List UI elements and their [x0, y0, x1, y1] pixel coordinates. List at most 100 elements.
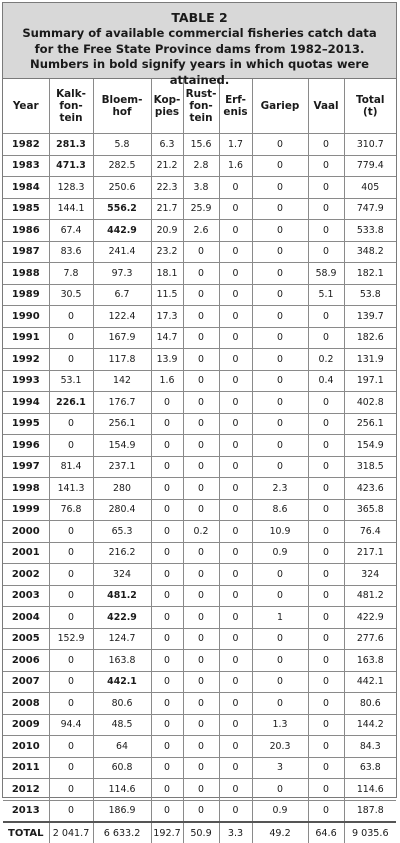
value-cell: 0 [308, 392, 344, 414]
value-cell: 30.5 [49, 284, 93, 306]
year-cell: 1990 [3, 306, 49, 328]
value-cell: 324 [93, 564, 151, 586]
value-cell: 8.6 [252, 499, 308, 521]
value-cell: 216.2 [93, 542, 151, 564]
value-cell: 0 [49, 564, 93, 586]
value-cell: 0 [151, 456, 183, 478]
value-cell: 0 [151, 478, 183, 500]
value-cell: 141.3 [49, 478, 93, 500]
value-cell: 182.1 [344, 263, 396, 285]
total-cell: 50.9 [183, 822, 219, 843]
value-cell: 280.4 [93, 499, 151, 521]
value-cell: 76.8 [49, 499, 93, 521]
value-cell: 0 [183, 650, 219, 672]
value-cell: 167.9 [93, 327, 151, 349]
value-cell: 0 [219, 800, 252, 822]
value-cell: 5.8 [93, 134, 151, 156]
value-cell: 1.3 [252, 714, 308, 736]
value-cell: 0 [183, 263, 219, 285]
value-cell: 0 [308, 198, 344, 220]
value-cell: 0 [49, 800, 93, 822]
value-cell: 442.1 [344, 671, 396, 693]
value-cell: 124.7 [93, 628, 151, 650]
value-cell: 0 [151, 392, 183, 414]
value-cell: 324 [344, 564, 396, 586]
value-cell: 0 [183, 370, 219, 392]
table-caption: TABLE 2 Summary of available commercial … [3, 3, 396, 79]
value-cell: 122.4 [93, 306, 151, 328]
value-cell: 10.9 [252, 521, 308, 543]
value-cell: 0 [219, 327, 252, 349]
value-cell: 97.3 [93, 263, 151, 285]
year-cell: 1982 [3, 134, 49, 156]
total-cell: 9 035.6 [344, 822, 396, 843]
value-cell: 64 [93, 736, 151, 758]
value-cell: 0 [308, 327, 344, 349]
value-cell: 0 [151, 671, 183, 693]
value-cell: 0 [219, 370, 252, 392]
value-cell: 117.8 [93, 349, 151, 371]
value-cell: 0 [183, 542, 219, 564]
value-cell: 0 [151, 435, 183, 457]
value-cell: 0 [151, 714, 183, 736]
value-cell: 83.6 [49, 241, 93, 263]
value-cell: 280 [93, 478, 151, 500]
value-cell: 0 [252, 564, 308, 586]
value-cell: 128.3 [49, 177, 93, 199]
value-cell: 0 [308, 800, 344, 822]
value-cell: 114.6 [93, 779, 151, 801]
value-cell: 348.2 [344, 241, 396, 263]
value-cell: 0 [219, 693, 252, 715]
value-cell: 0 [183, 435, 219, 457]
value-cell: 0 [49, 650, 93, 672]
value-cell: 187.8 [344, 800, 396, 822]
value-cell: 310.7 [344, 134, 396, 156]
year-cell: 1989 [3, 284, 49, 306]
value-cell: 471.3 [49, 155, 93, 177]
value-cell: 0 [183, 327, 219, 349]
value-cell: 0.9 [252, 800, 308, 822]
value-cell: 17.3 [151, 306, 183, 328]
value-cell: 58.9 [308, 263, 344, 285]
value-cell: 144.1 [49, 198, 93, 220]
value-cell: 25.9 [183, 198, 219, 220]
value-cell: 0 [183, 241, 219, 263]
value-cell: 318.5 [344, 456, 396, 478]
value-cell: 0 [49, 435, 93, 457]
value-cell: 21.7 [151, 198, 183, 220]
year-cell: 2007 [3, 671, 49, 693]
value-cell: 65.3 [93, 521, 151, 543]
value-cell: 0 [183, 757, 219, 779]
value-cell: 11.5 [151, 284, 183, 306]
total-cell: 6 633.2 [93, 822, 151, 843]
value-cell: 0 [308, 736, 344, 758]
value-cell: 1.6 [219, 155, 252, 177]
year-cell: 2002 [3, 564, 49, 586]
value-cell: 0 [252, 284, 308, 306]
value-cell: 186.9 [93, 800, 151, 822]
year-cell: 2012 [3, 779, 49, 801]
year-cell: 2005 [3, 628, 49, 650]
value-cell: 0 [308, 241, 344, 263]
year-cell: 1984 [3, 177, 49, 199]
value-cell: 197.1 [344, 370, 396, 392]
value-cell: 6.3 [151, 134, 183, 156]
value-cell: 84.3 [344, 736, 396, 758]
value-cell: 0 [219, 757, 252, 779]
value-cell: 0 [183, 413, 219, 435]
column-header: Rust-fon-tein [183, 79, 219, 134]
year-cell: 2013 [3, 800, 49, 822]
value-cell: 176.7 [93, 392, 151, 414]
value-cell: 0 [49, 607, 93, 629]
